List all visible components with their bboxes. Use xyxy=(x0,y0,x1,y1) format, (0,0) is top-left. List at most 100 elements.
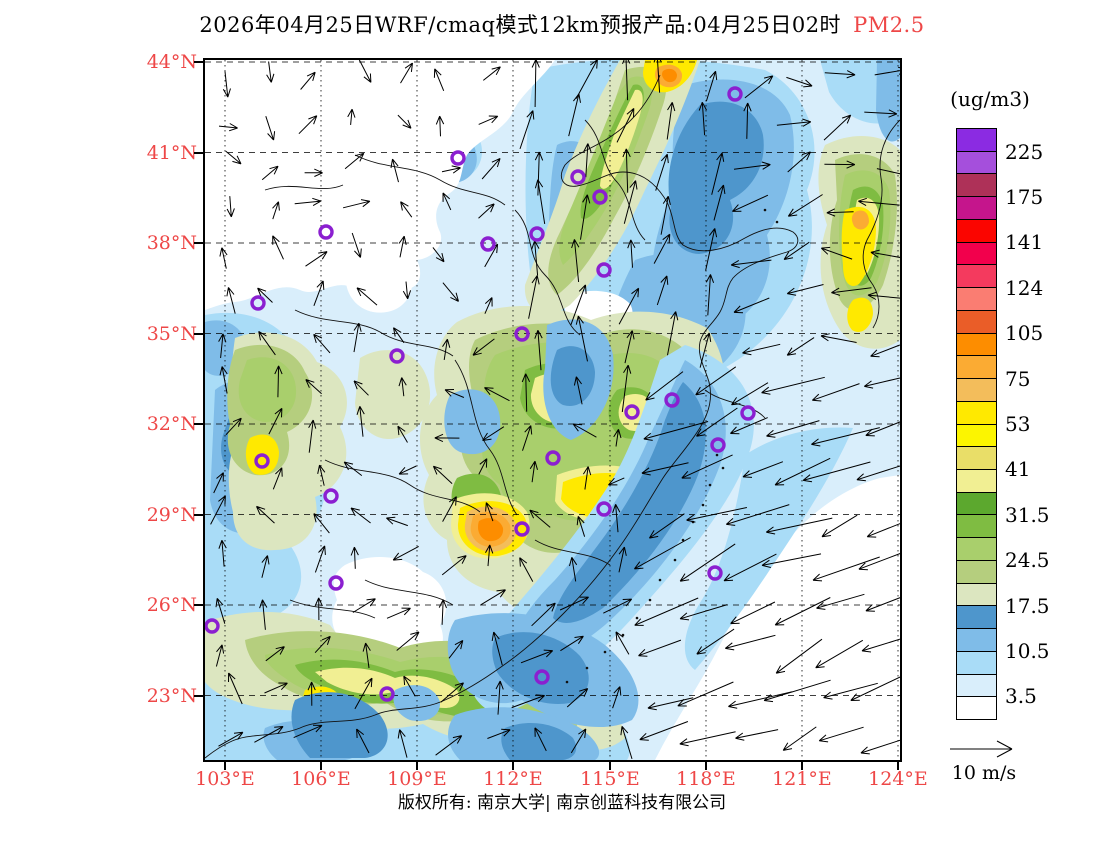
legend-color-box xyxy=(957,378,996,401)
legend-tick-label: 53 xyxy=(1005,412,1031,436)
legend-color-box xyxy=(957,537,996,560)
wind-arrow xyxy=(392,545,419,561)
wind-arrow xyxy=(400,201,413,218)
lon-tick xyxy=(320,762,322,770)
legend-color-box xyxy=(957,582,996,606)
wind-arrow xyxy=(258,330,276,356)
lat-tick xyxy=(194,423,203,425)
wind-arrow xyxy=(308,419,317,453)
wind-arrow xyxy=(219,366,228,394)
wind-arrow xyxy=(218,539,227,567)
wind-arrow xyxy=(580,194,591,240)
legend-tick-label: 24.5 xyxy=(1005,548,1050,573)
wind-arrow xyxy=(742,343,781,356)
city-marker-circle xyxy=(328,575,344,591)
wind-arrow xyxy=(397,425,408,443)
wind-arrow xyxy=(265,646,285,662)
city-marker-circle xyxy=(514,326,530,342)
contour-fill-layers xyxy=(205,60,900,760)
wind-arrow xyxy=(210,495,226,525)
city-marker-circle xyxy=(545,450,561,466)
wind-arrow xyxy=(353,380,369,396)
wind-arrow xyxy=(226,287,236,314)
wind-arrow xyxy=(254,726,284,743)
wind-arrow xyxy=(314,635,331,654)
copyright-text: 版权所有: 南京大学| 南京创蓝科技有限公司 xyxy=(397,793,727,813)
wind-arrow xyxy=(225,150,242,165)
wind-arrow xyxy=(679,543,736,582)
city-marker-circle xyxy=(514,521,530,537)
wind-arrow xyxy=(485,502,494,522)
wind-arrow xyxy=(641,462,689,476)
wind-arrow xyxy=(268,407,283,435)
wind-arrow xyxy=(576,515,586,537)
wind-arrow xyxy=(356,287,378,306)
legend-color-box xyxy=(957,628,996,651)
lat-axis-label: 35°N xyxy=(146,322,197,345)
lon-axis-label: 118°E xyxy=(676,768,736,790)
wind-arrow xyxy=(219,247,228,269)
wind-arrow xyxy=(569,557,578,582)
wind-arrow xyxy=(305,379,322,395)
wind-arrow xyxy=(257,287,273,303)
legend-color-box xyxy=(957,241,996,265)
legend-tick-label: 3.5 xyxy=(1005,684,1037,709)
wind-arrow xyxy=(225,417,242,436)
wind-arrow xyxy=(622,60,631,101)
wind-arrow xyxy=(386,516,408,527)
wind-arrow xyxy=(305,251,328,267)
wind-arrow xyxy=(865,421,900,437)
wind-arrow xyxy=(824,70,856,79)
city-marker-circle xyxy=(596,262,612,278)
wind-arrow xyxy=(733,161,771,170)
wind-arrow xyxy=(259,599,268,630)
lon-axis-label: 112°E xyxy=(483,768,543,790)
wind-arrow xyxy=(725,504,790,526)
wind-arrow xyxy=(724,634,776,651)
lon-axis-label: 103°E xyxy=(195,768,255,790)
city-marker-circle xyxy=(450,150,466,166)
legend-tick-label: 175 xyxy=(1005,185,1044,210)
wind-arrow xyxy=(393,327,405,344)
lat-tick xyxy=(194,604,203,606)
wind-arrow xyxy=(344,152,365,170)
wind-arrow xyxy=(643,421,709,441)
city-marker-circle xyxy=(323,488,339,504)
lat-axis-label: 41°N xyxy=(146,141,197,164)
wind-arrow xyxy=(215,597,226,624)
wind-arrow xyxy=(478,115,499,125)
wind-arrow xyxy=(261,555,270,578)
city-marker-circle xyxy=(596,501,612,517)
lon-tick xyxy=(897,762,899,770)
city-marker-circle xyxy=(570,169,586,185)
wind-arrow xyxy=(612,686,622,709)
lat-axis-label: 26°N xyxy=(146,594,197,616)
wind-arrow xyxy=(870,344,900,358)
wind-arrow xyxy=(815,639,864,669)
wind-arrow xyxy=(730,417,768,435)
city-marker-circle xyxy=(740,405,756,421)
wind-arrow xyxy=(300,71,316,90)
wind-scale-label: 10 m/s xyxy=(951,762,1017,784)
wind-arrow xyxy=(478,203,495,219)
wind-arrow xyxy=(573,376,583,405)
coastline-and-borders xyxy=(205,74,900,759)
city-marker-circle xyxy=(664,392,680,408)
wind-arrow xyxy=(495,680,504,715)
lat-axis-label: 32°N xyxy=(146,413,197,435)
wind-arrow xyxy=(398,465,417,475)
wind-arrow xyxy=(317,464,326,486)
wind-arrow xyxy=(521,373,531,412)
wind-arrow xyxy=(484,297,493,314)
city-marker-circle xyxy=(318,224,334,240)
lat-axis-label: 23°N xyxy=(146,684,197,707)
wind-arrow xyxy=(571,239,580,283)
wind-arrow xyxy=(622,148,631,193)
legend-color-box xyxy=(957,173,996,197)
wind-arrow xyxy=(695,366,737,396)
lon-axis-label: 121°E xyxy=(772,768,832,790)
wind-arrow xyxy=(313,513,330,534)
lat-tick xyxy=(194,513,203,516)
wind-arrow xyxy=(274,365,283,398)
wind-arrow xyxy=(304,168,323,177)
